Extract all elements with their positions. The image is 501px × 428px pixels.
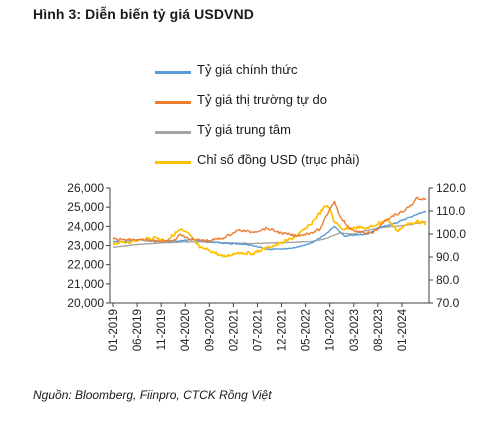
y-right-tick-label: 70.0 bbox=[436, 296, 460, 310]
y-right-tick-label: 120.0 bbox=[436, 181, 466, 195]
legend-swatch-dxy bbox=[155, 161, 191, 164]
x-tick-label: 01-2024 bbox=[397, 308, 409, 351]
y-left-tick-label: 20,000 bbox=[67, 296, 104, 310]
y-left-tick-label: 25,000 bbox=[67, 200, 104, 214]
y-left-tick-label: 23,000 bbox=[67, 239, 104, 253]
x-tick-label: 07-2021 bbox=[252, 309, 264, 351]
y-left-tick-label: 22,000 bbox=[67, 258, 104, 272]
x-tick-label: 05-2022 bbox=[301, 309, 313, 351]
legend-swatch-free-market bbox=[155, 101, 191, 104]
exchange-rate-chart: 20,000 21,000 22,000 23,000 24,000 25,000 26,0… bbox=[67, 181, 466, 351]
legend-swatch-official bbox=[155, 71, 191, 74]
legend-label-central: Tỷ giá trung tâm bbox=[197, 122, 291, 137]
axes-layer: 20,000 21,000 22,000 23,000 24,000 25,000 26,0… bbox=[67, 181, 466, 351]
legend-label-free-market: Tỷ giá thị trường tự do bbox=[197, 92, 327, 107]
x-tick-label: 06-2019 bbox=[132, 309, 144, 351]
y-left-tick-label: 21,000 bbox=[67, 277, 104, 291]
y-left-tick-label: 24,000 bbox=[67, 219, 104, 233]
x-tick-label: 02-2021 bbox=[228, 309, 240, 351]
y-right-tick-label: 80.0 bbox=[436, 273, 460, 287]
legend-label-dxy: Chỉ số đồng USD (trục phải) bbox=[197, 152, 360, 167]
x-tick-label: 04-2020 bbox=[180, 309, 192, 351]
legend-label-official: Tỷ giá chính thức bbox=[197, 62, 298, 77]
x-tick-label: 09-2020 bbox=[204, 309, 216, 351]
legend-swatch-central bbox=[155, 131, 191, 134]
y-right-tick-label: 100.0 bbox=[436, 227, 466, 241]
y-right-tick-label: 90.0 bbox=[436, 250, 460, 264]
figure-title: Hình 3: Diễn biến tỷ giá USDVND bbox=[33, 6, 254, 22]
y-right-tick-label: 110.0 bbox=[436, 204, 465, 218]
source-note: Nguồn: Bloomberg, Fiinpro, CTCK Rồng Việ… bbox=[33, 388, 272, 402]
series-layer bbox=[112, 196, 427, 258]
x-tick-label: 12-2021 bbox=[277, 309, 289, 351]
y-left-tick-label: 26,000 bbox=[67, 181, 104, 195]
x-tick-label: 10-2022 bbox=[325, 309, 337, 351]
x-tick-label: 11-2019 bbox=[156, 309, 168, 350]
x-tick-label: 01-2019 bbox=[108, 309, 120, 351]
x-tick-label: 08-2023 bbox=[373, 309, 385, 351]
x-tick-label: 03-2023 bbox=[349, 309, 361, 351]
series-line-free_market bbox=[112, 196, 427, 243]
series-line-central bbox=[112, 220, 427, 249]
